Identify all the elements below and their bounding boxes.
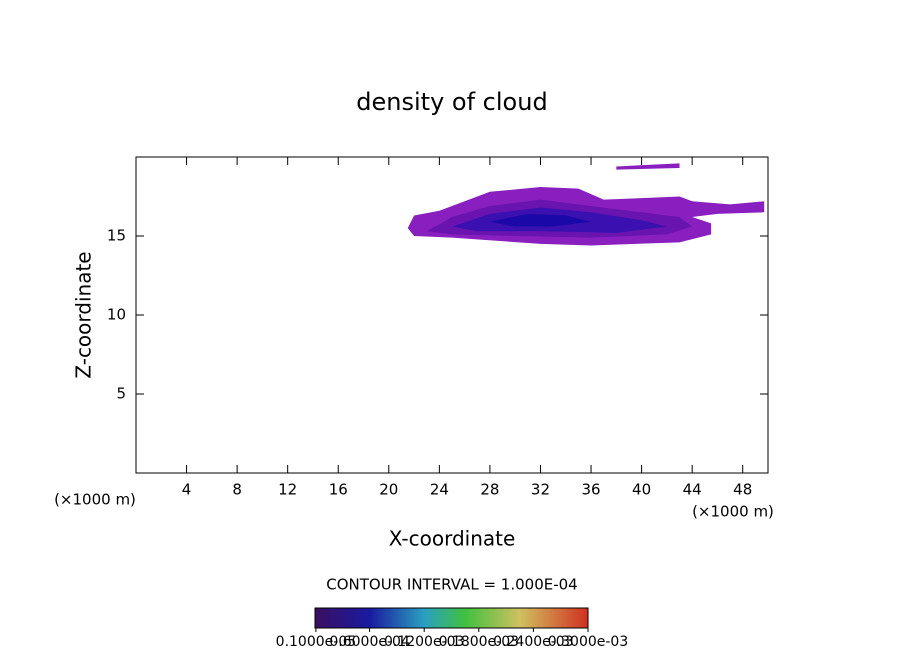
x-unit-label: (×1000 m) — [692, 503, 774, 521]
plot-area — [407, 163, 765, 246]
x-tick-label: 16 — [329, 481, 348, 499]
y-tick-label: 5 — [116, 385, 126, 403]
contour-interval: CONTOUR INTERVAL = 1.000E-04 — [326, 576, 577, 594]
x-tick-label: 20 — [379, 481, 398, 499]
colorbar-tick-label: 0.3000e-03 — [548, 634, 628, 650]
colorbar-tick-label: 0.1200e-03 — [384, 634, 464, 650]
colorbar-tick-label: 0.6000e-04 — [329, 634, 410, 650]
contour-region — [616, 163, 680, 170]
y-axis-label: Z-coordinate — [72, 251, 96, 378]
x-tick-label: 8 — [232, 481, 242, 499]
chart-title: density of cloud — [356, 88, 547, 116]
x-tick-label: 44 — [683, 481, 702, 499]
x-tick-label: 28 — [480, 481, 499, 499]
colorbar-tick-label: 0.2400e-03 — [493, 634, 573, 650]
colorbar-tick-label: 0.1000e-05 — [276, 634, 356, 650]
x-unit-label: (×1000 m) — [54, 491, 136, 509]
x-tick-label: 48 — [733, 481, 752, 499]
x-tick-label: 24 — [430, 481, 449, 499]
x-tick-label: 40 — [632, 481, 651, 499]
colorbar-tick-label: 0.1800e-03 — [439, 634, 519, 650]
colorbar — [314, 607, 589, 629]
x-tick-label: 4 — [182, 481, 192, 499]
y-tick-label: 10 — [107, 306, 126, 324]
x-tick-label: 36 — [581, 481, 600, 499]
x-tick-label: 12 — [278, 481, 297, 499]
x-axis-label: X-coordinate — [389, 527, 516, 551]
y-tick-label: 15 — [107, 227, 126, 245]
contour-region — [489, 213, 592, 227]
x-tick-label: 32 — [531, 481, 550, 499]
